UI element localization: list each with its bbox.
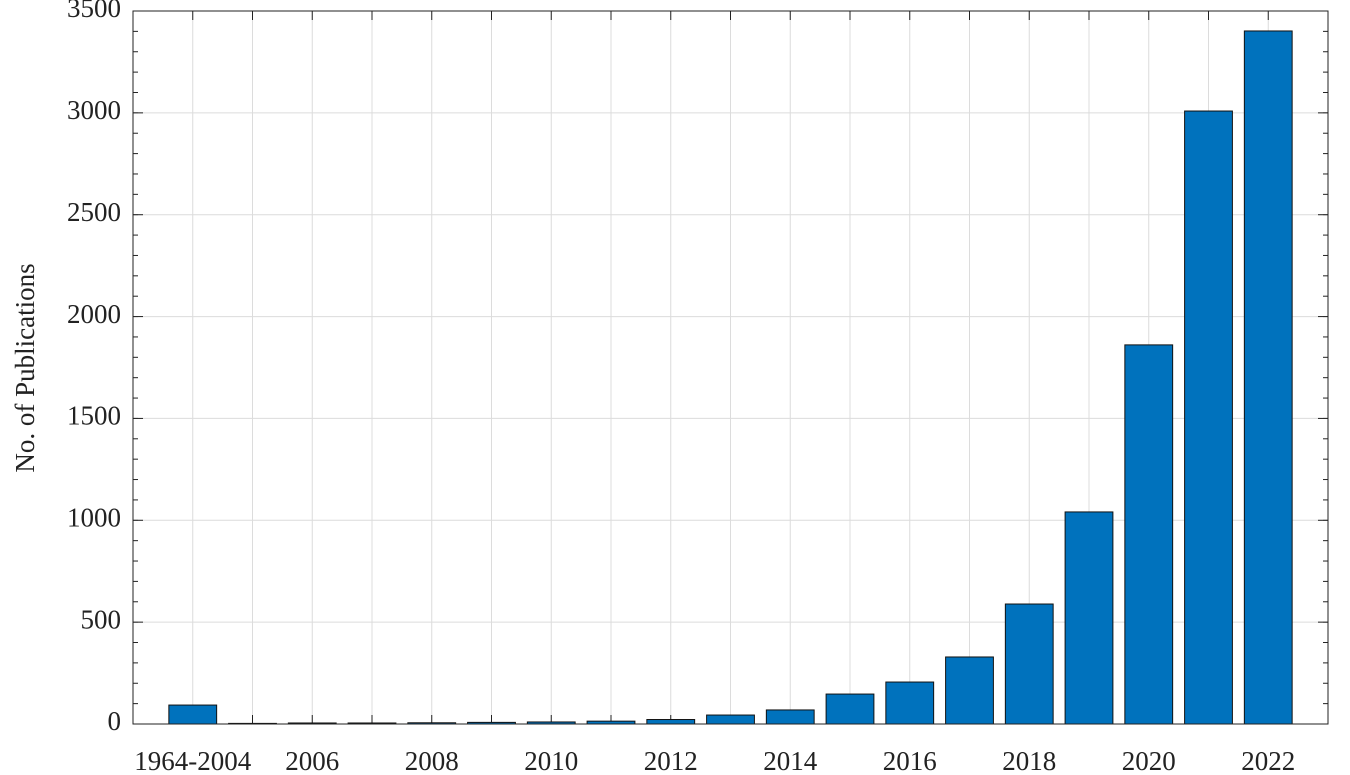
bar [646, 719, 696, 725]
y-tick-label: 1500 [67, 401, 121, 431]
x-tick-label: 1964-2004 [134, 746, 251, 775]
bar [945, 656, 994, 725]
x-tick-label: 2014 [763, 746, 818, 775]
x-tick-label: 2008 [405, 746, 459, 775]
bar [1184, 110, 1233, 725]
x-tick-label: 2006 [285, 746, 339, 775]
y-tick-label: 2500 [67, 197, 121, 227]
bar [706, 714, 755, 725]
bar [825, 693, 875, 725]
y-tick-label: 0 [108, 706, 122, 736]
bar [168, 704, 218, 725]
bar [1004, 603, 1054, 725]
y-tick-label: 3500 [67, 0, 121, 23]
plot-frame [132, 10, 1329, 725]
y-tick-label: 500 [81, 604, 122, 634]
x-tick-label: 2018 [1002, 746, 1056, 775]
y-tick-label: 3000 [67, 95, 121, 125]
x-tick-label: 2022 [1241, 746, 1295, 775]
bar [1124, 344, 1174, 725]
x-tick-label: 2010 [524, 746, 578, 775]
y-tick-label: 1000 [67, 502, 121, 532]
y-tick-label: 2000 [67, 299, 121, 329]
bar [765, 709, 815, 725]
bar [1064, 511, 1114, 725]
x-tick-label: 2020 [1122, 746, 1176, 775]
x-tick-label: 2016 [883, 746, 937, 775]
y-axis-label: No. of Publications [10, 263, 40, 472]
x-tick-label: 2012 [644, 746, 698, 775]
bar [885, 681, 935, 725]
bar [1243, 30, 1293, 725]
